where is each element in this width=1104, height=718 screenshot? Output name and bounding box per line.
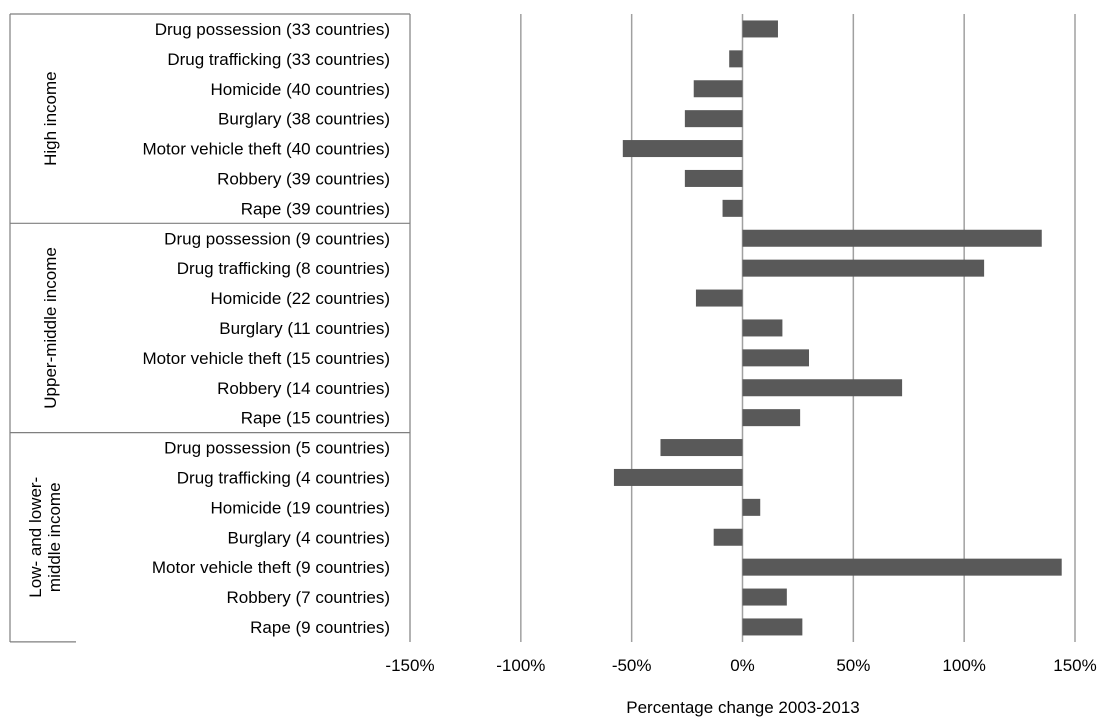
bar: [742, 379, 903, 397]
group-label: Low- and lower-: [26, 477, 45, 598]
group-label: middle income: [45, 482, 64, 592]
category-label: Drug possession (9 countries): [164, 229, 390, 248]
bar: [729, 50, 743, 68]
category-label: Motor vehicle theft (40 countries): [142, 140, 390, 159]
bar: [684, 169, 743, 187]
category-label: Motor vehicle theft (9 countries): [152, 558, 390, 577]
category-label: Drug trafficking (4 countries): [177, 468, 390, 487]
gridlines: [520, 14, 1076, 642]
category-label: Burglary (38 countries): [218, 110, 390, 129]
category-label: Drug trafficking (8 countries): [177, 259, 390, 278]
x-axis-tick-labels: -150% -100% -50% 0% 50% 100% 150%: [385, 656, 1096, 675]
category-label: Rape (15 countries): [241, 409, 390, 428]
bar: [742, 229, 1042, 247]
bar: [722, 199, 743, 217]
category-label: Robbery (7 countries): [227, 588, 390, 607]
bar: [742, 588, 787, 606]
bar: [684, 110, 743, 128]
bars: [613, 20, 1062, 636]
group-labels: High income Upper-middle income Low- and l…: [26, 71, 64, 597]
category-label: Drug possession (33 countries): [155, 20, 390, 39]
x-tick-label: -50%: [612, 656, 652, 675]
x-tick-label: 100%: [942, 656, 985, 675]
category-label: Drug trafficking (33 countries): [167, 50, 390, 69]
category-labels: Drug possession (33 countries) Drug traff…: [142, 20, 390, 637]
bar: [742, 618, 803, 636]
bar: [742, 558, 1062, 576]
bar: [742, 349, 809, 367]
bar: [742, 409, 801, 427]
category-label: Rape (39 countries): [241, 199, 390, 218]
x-tick-label: 150%: [1053, 656, 1096, 675]
category-label: Robbery (39 countries): [217, 169, 390, 188]
x-tick-label: -150%: [385, 656, 434, 675]
bar: [695, 289, 743, 307]
category-label: Drug possession (5 countries): [164, 439, 390, 458]
category-label: Homicide (22 countries): [210, 289, 390, 308]
x-tick-label: 0%: [730, 656, 755, 675]
category-axis-frame: [9, 13, 411, 643]
x-tick-label: -100%: [496, 656, 545, 675]
group-label: High income: [41, 71, 60, 165]
category-label: Homicide (19 countries): [210, 498, 390, 517]
bar: [742, 20, 778, 38]
category-label: Burglary (4 countries): [227, 528, 390, 547]
category-label: Burglary (11 countries): [219, 319, 390, 338]
bar: [693, 80, 743, 98]
group-label: Upper-middle income: [41, 247, 60, 409]
bar: [622, 140, 743, 158]
x-axis-title: Percentage change 2003-2013: [626, 698, 859, 717]
bar: [613, 468, 743, 486]
category-label: Homicide (40 countries): [210, 80, 390, 99]
x-tick-label: 50%: [836, 656, 870, 675]
category-label: Robbery (14 countries): [217, 379, 390, 398]
bar: [742, 498, 761, 516]
bar: [660, 439, 743, 457]
bar: [742, 259, 985, 277]
bar: [742, 319, 783, 337]
bar: [713, 528, 743, 546]
category-label: Rape (9 countries): [250, 618, 390, 637]
category-label: Motor vehicle theft (15 countries): [142, 349, 390, 368]
